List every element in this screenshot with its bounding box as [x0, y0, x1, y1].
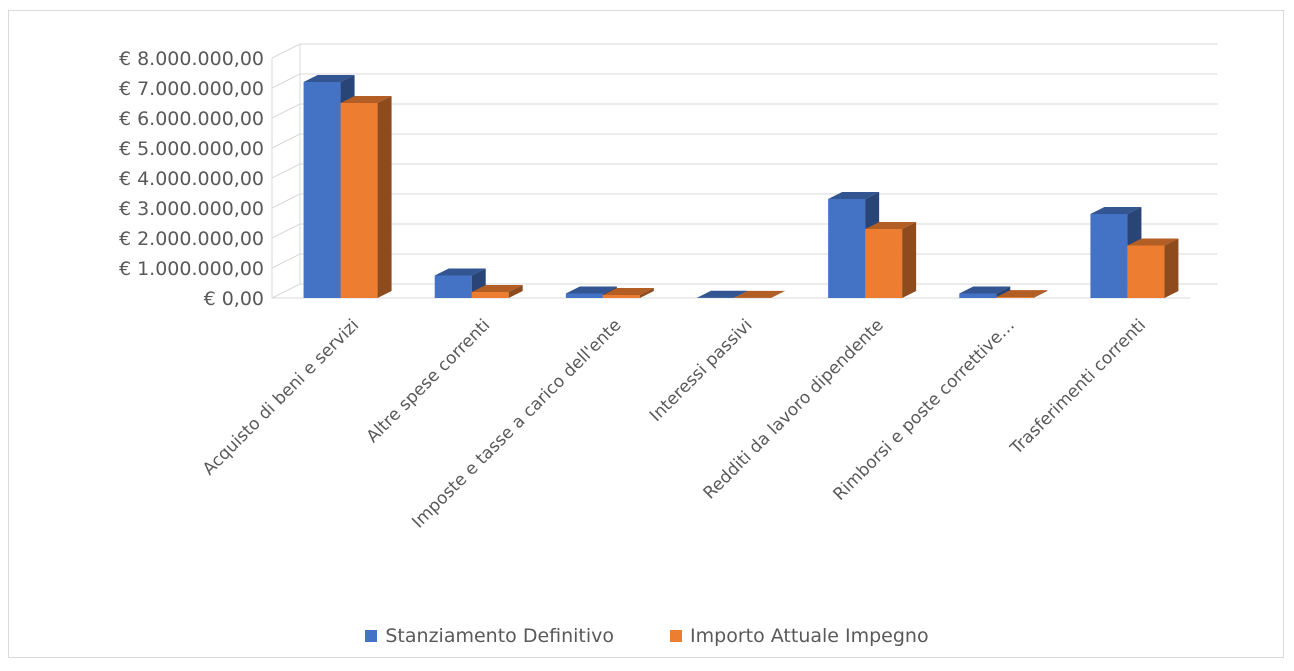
bar-side-impegno-4	[902, 222, 917, 298]
bar-impegno-2	[602, 295, 640, 298]
bar-side-impegno-2	[639, 288, 654, 298]
bar-side-impegno-6	[1164, 238, 1179, 298]
bar-impegno-1	[471, 292, 509, 298]
chart-frame	[8, 10, 1284, 658]
x-tick-label-1: Altre spese correnti	[363, 315, 495, 447]
bar-stanziamento-4	[828, 199, 866, 298]
bar-top-impegno-2	[602, 288, 654, 295]
bar-side-stanziamento-5	[996, 286, 1011, 298]
bar-impegno-0	[340, 103, 378, 298]
bar-top-impegno-0	[340, 96, 392, 103]
bar-top-stanziamento-4	[828, 192, 880, 199]
bar-top-stanziamento-3	[697, 290, 748, 298]
legend-label-series-2: Importo Attuale Impegno	[690, 625, 929, 647]
gridline-side-7	[271, 73, 301, 89]
x-tick-label-6: Trasferimenti correnti	[1006, 315, 1150, 459]
y-tick-label-0: € 0,00	[204, 288, 264, 310]
bar-top-impegno-4	[865, 222, 917, 229]
gridline-side-2	[271, 223, 301, 239]
gridline-side-5	[271, 133, 301, 149]
gridline-side-4	[271, 163, 301, 179]
bar-stanziamento-1	[434, 275, 472, 298]
legend-item-series-1: Stanziamento Definitivo	[365, 625, 614, 647]
y-tick-label-6: € 6.000.000,00	[119, 108, 264, 130]
y-tick-label-4: € 4.000.000,00	[119, 168, 264, 190]
legend-item-series-2: Importo Attuale Impegno	[670, 625, 929, 647]
bar-side-impegno-0	[377, 96, 392, 298]
bar-impegno-6	[1127, 245, 1165, 298]
legend-label-series-1: Stanziamento Definitivo	[385, 625, 615, 647]
y-tick-label-7: € 7.000.000,00	[119, 78, 264, 100]
bar-top-stanziamento-6	[1090, 207, 1142, 214]
bar-side-impegno-5	[1033, 290, 1048, 298]
y-tick-label-2: € 2.000.000,00	[119, 228, 264, 250]
gridline-side-1	[271, 253, 301, 269]
x-tick-label-2: Imposte e tasse a carico dell'ente	[408, 315, 625, 532]
bar-stanziamento-5	[959, 293, 997, 298]
y-tick-label-8: € 8.000.000,00	[119, 48, 264, 70]
bar-top-stanziamento-1	[434, 268, 486, 276]
bar-top-impegno-5	[996, 290, 1048, 298]
bar-top-impegno-3	[734, 290, 785, 298]
bar-stanziamento-2	[565, 293, 603, 298]
bar-stanziamento-6	[1090, 214, 1128, 298]
x-tick-label-0: Acquisto di beni e servizi	[199, 315, 363, 479]
y-tick-label-3: € 3.000.000,00	[119, 198, 264, 220]
bar-side-impegno-3	[771, 290, 785, 298]
bar-impegno-5	[996, 297, 1034, 298]
legend: Stanziamento Definitivo Importo Attuale …	[0, 624, 1294, 648]
x-tick-label-3: Interessi passivi	[646, 315, 756, 425]
bar-top-stanziamento-5	[959, 286, 1011, 294]
y-tick-label-5: € 5.000.000,00	[119, 138, 264, 160]
gridline-side-3	[271, 193, 301, 209]
bar-side-impegno-1	[508, 285, 523, 298]
y-tick-label-1: € 1.000.000,00	[119, 258, 264, 280]
bar-stanziamento-0	[303, 82, 341, 298]
bar-top-impegno-6	[1127, 238, 1179, 246]
bar-impegno-4	[865, 229, 903, 298]
bar-top-stanziamento-2	[565, 286, 617, 294]
legend-swatch-series-2	[670, 630, 683, 642]
bar-top-stanziamento-0	[303, 75, 355, 82]
legend-swatch-series-1	[365, 630, 378, 642]
gridline-side-6	[271, 103, 301, 119]
bar-top-impegno-1	[471, 285, 523, 292]
gridline-side-8	[271, 43, 301, 59]
gridline-side-0	[271, 283, 301, 299]
